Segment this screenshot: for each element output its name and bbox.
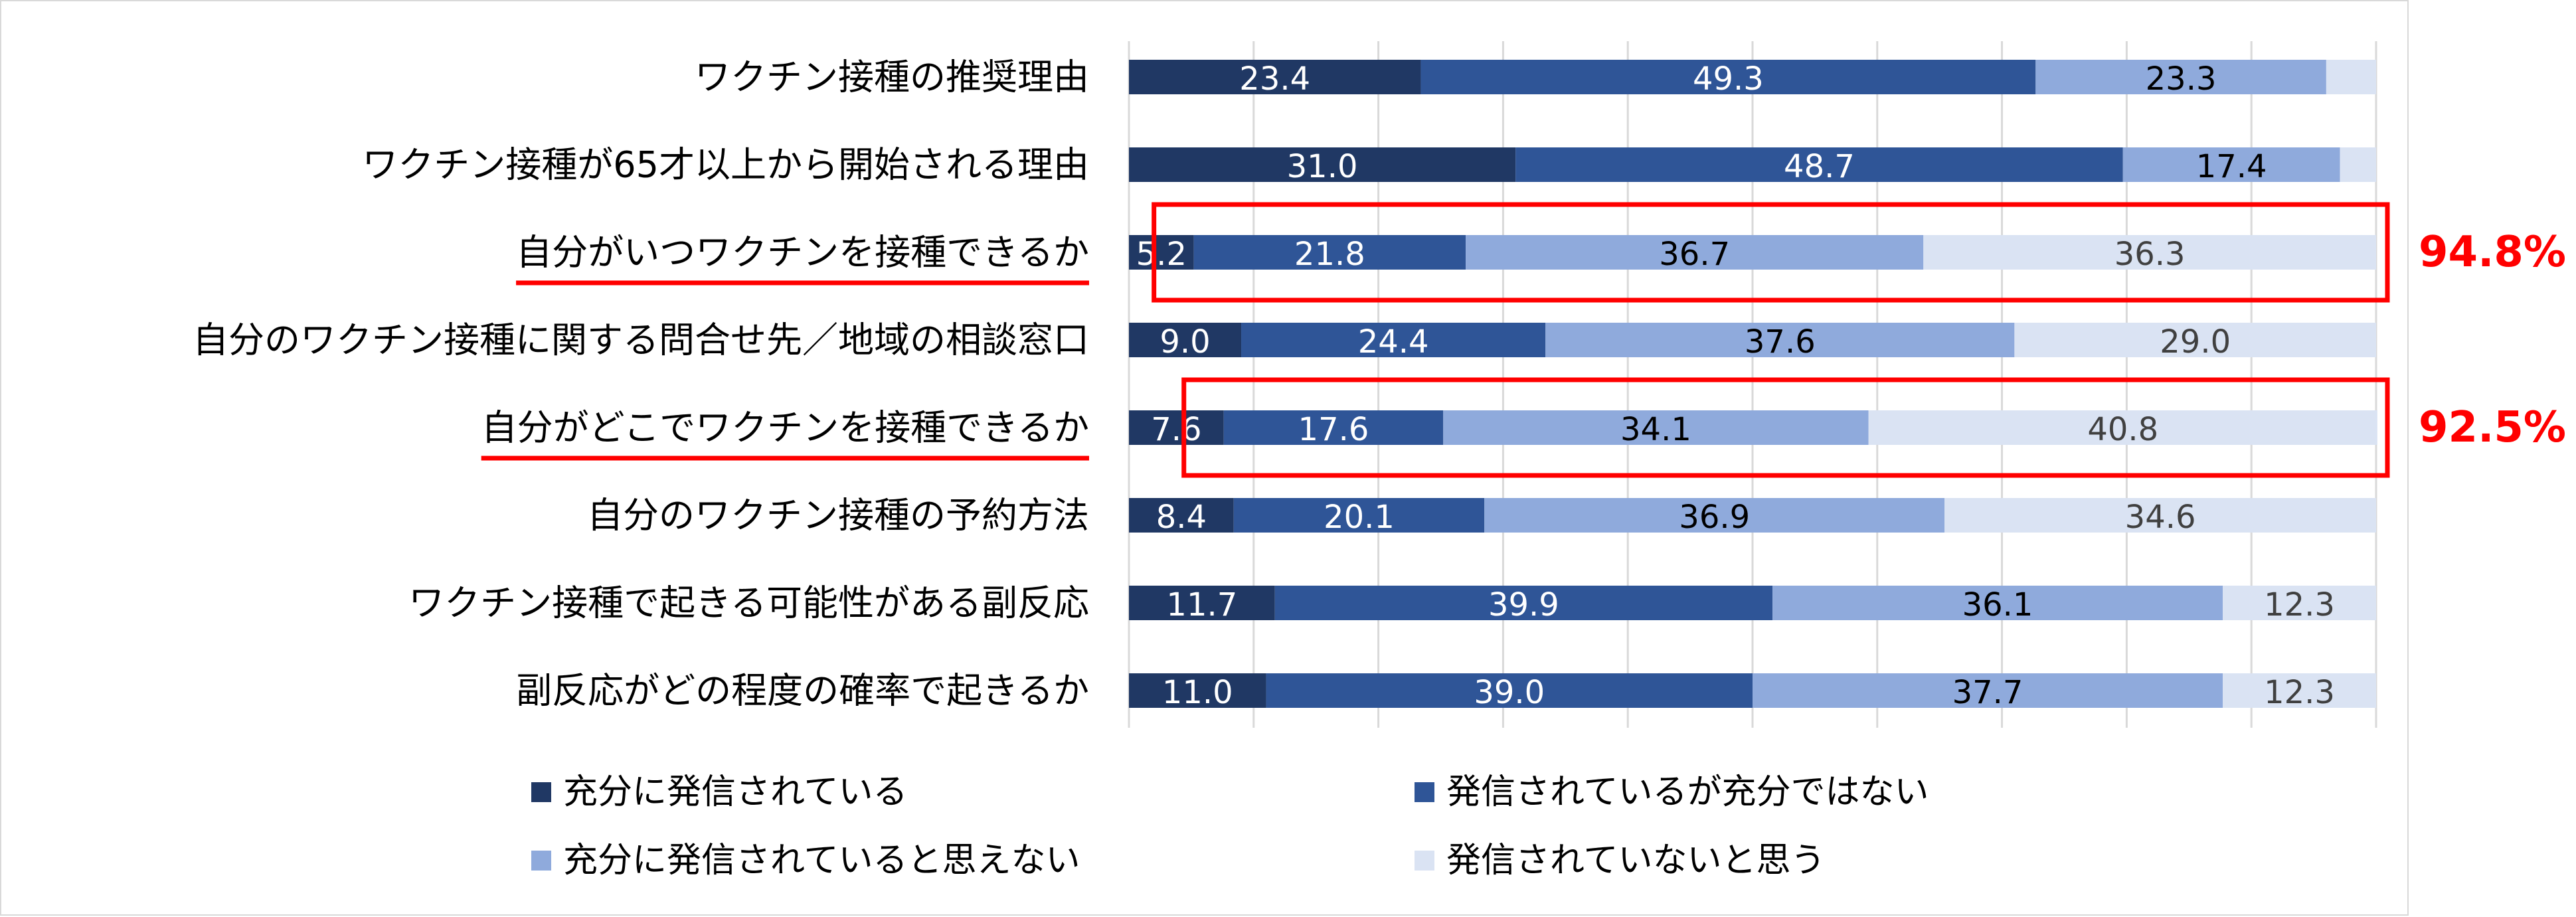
bar-segment [1868,410,2377,445]
data-label: 36.7 [1659,236,1730,273]
data-label: 7.6 [1151,411,1201,448]
data-label: 48.7 [1784,148,1855,185]
bar-segment [1233,498,1485,533]
data-label: 23.3 [2146,60,2217,98]
bar-segment [2223,673,2376,708]
bar-segment [1241,323,1546,357]
bar-segment [1129,323,1242,357]
bar-segment [1129,498,1234,533]
data-label: 36.1 [1962,586,2033,624]
data-label: 39.9 [1488,586,1559,624]
bar-segment [2326,60,2376,94]
data-label: 12.3 [2264,586,2335,624]
bar-segment [1129,410,1224,445]
data-label: 36.9 [1679,499,1750,536]
data-label: 31.0 [1287,148,1358,185]
bar-segment [1129,147,1516,182]
data-label: 29.0 [2160,323,2231,361]
data-label: 34.6 [2125,499,2196,536]
data-label: 23.4 [1239,60,1310,98]
bar-segment [2035,60,2326,94]
legend-swatch [1415,782,1434,802]
bar-segment [1420,60,2036,94]
bar-segment [1274,586,1773,620]
category-label: 自分のワクチン接種に関する問合せ先／地域の相談窓口 [193,319,1089,361]
data-label: 24.4 [1358,323,1429,361]
bar-segment [1944,498,2376,533]
data-label: 37.7 [1952,674,2023,711]
bar-segment [2223,586,2376,620]
data-label: 21.8 [1294,236,1365,273]
category-label: ワクチン接種の推奨理由 [695,56,1089,98]
legend-label: 充分に発信されている [563,772,907,812]
highlight-box [1181,377,2390,478]
legend-label: 発信されていないと思う [1446,841,1825,880]
bar-segment [2014,323,2376,357]
bar-segment [1515,147,2123,182]
chart-frame [0,0,2409,916]
data-label: 20.1 [1324,499,1395,536]
bar-segment [1443,410,1869,445]
data-label: 36.3 [2114,236,2186,273]
category-label: 自分のワクチン接種の予約方法 [587,495,1089,537]
legend-label: 充分に発信されていると思えない [563,841,1080,880]
bar-segment [1129,60,1421,94]
data-label: 40.8 [2087,411,2158,448]
category-labels: ワクチン接種の推奨理由ワクチン接種が65才以上から開始される理由自分がいつワクチ… [193,56,1089,712]
highlight-box [1152,202,2390,303]
category-label: 自分がいつワクチンを接種できるか [516,232,1089,274]
bar-segment [1772,586,2223,620]
data-label: 17.6 [1298,411,1369,448]
legend-swatch [1415,851,1434,871]
bar-segment [1129,586,1275,620]
data-label: 17.4 [2196,148,2267,185]
bar-segment [1129,235,1194,270]
bar-segment [1923,235,2376,270]
bar-segment [1545,323,2015,357]
legend-label: 発信されているが充分ではない [1446,772,1929,812]
data-label: 12.3 [2264,674,2335,711]
data-label: 11.7 [1166,586,1237,624]
bar-segment [2340,147,2376,182]
data-label: 5.2 [1136,236,1187,273]
bars: 23.4 49.3 23.3 31.0 48.7 17.4 5.2 21.8 36.7 36.3 9… [1129,60,2377,711]
highlight-total-label: 94.8% [2419,228,2566,277]
bar-segment [1484,498,1945,533]
data-label: 49.3 [1693,60,1764,98]
data-label: 34.1 [1620,411,1691,448]
highlight-boxes: 94.8% 92.5% [1152,202,2566,478]
category-label: 副反応がどの程度の確率で起きるか [516,670,1089,712]
category-label: ワクチン接種で起きる可能性がある副反応 [408,582,1089,624]
bar-segment [2122,147,2340,182]
bar-segment [1753,673,2223,708]
highlight-total-label: 92.5% [2419,403,2566,452]
data-label: 39.0 [1474,674,1545,711]
bar-segment [1193,235,1466,270]
bar-segment [1129,673,1266,708]
data-label: 11.0 [1162,674,1233,711]
data-label: 37.6 [1745,323,1816,361]
bar-segment [1223,410,1444,445]
bar-segment [1466,235,1924,270]
bar-segment [1266,673,1753,708]
data-label: 8.4 [1156,499,1207,536]
legend-swatch [531,782,551,802]
data-label: 9.0 [1159,323,1210,361]
category-label: 自分がどこでワクチンを接種できるか [481,407,1089,449]
legend-swatch [531,851,551,871]
category-label: ワクチン接種が65才以上から開始される理由 [362,144,1089,186]
